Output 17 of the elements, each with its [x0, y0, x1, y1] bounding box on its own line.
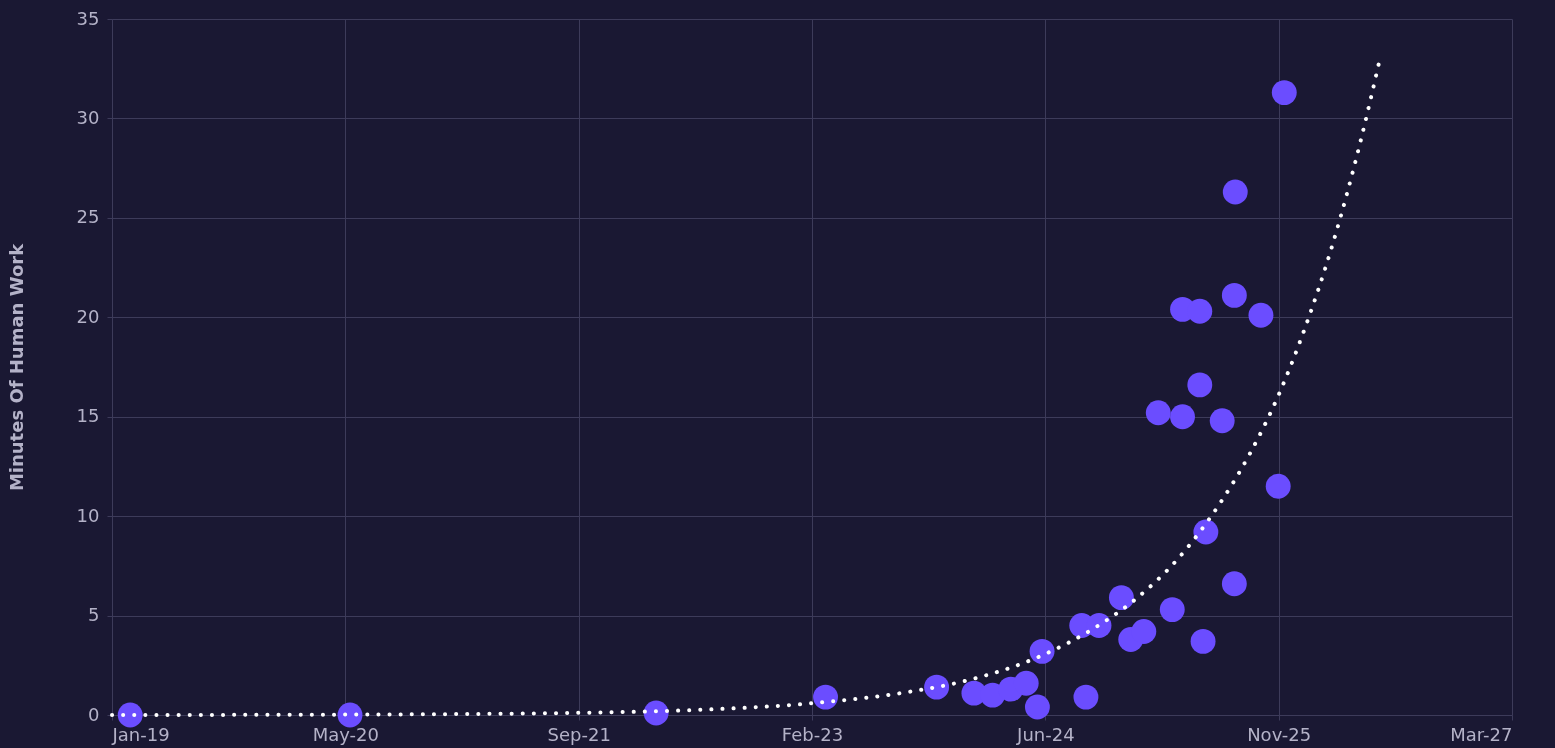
line-series — [110, 60, 1381, 717]
y-axis-title: Minutes Of Human Work — [5, 242, 27, 492]
x-tick-label: Jan-19 — [111, 723, 170, 745]
x-tick-label: Mar-27 — [1450, 723, 1513, 745]
x-tick-label: May-20 — [312, 723, 379, 745]
y-tick-label: 5 — [88, 604, 100, 626]
y-tick-label: 35 — [76, 7, 100, 29]
x-tick-label: Jun-24 — [1016, 723, 1075, 745]
x-tick-label: Feb-23 — [781, 723, 844, 745]
x-tick-label: Sep-21 — [547, 723, 611, 745]
y-tick-label: 30 — [76, 106, 100, 128]
y-tick-label: 20 — [76, 305, 100, 327]
y-tick-label: 15 — [76, 405, 100, 427]
y-tick-label: 10 — [76, 504, 100, 526]
y-tick-label: 0 — [88, 703, 100, 725]
x-tick-label: Nov-25 — [1247, 723, 1312, 745]
y-tick-label: 25 — [76, 206, 100, 228]
